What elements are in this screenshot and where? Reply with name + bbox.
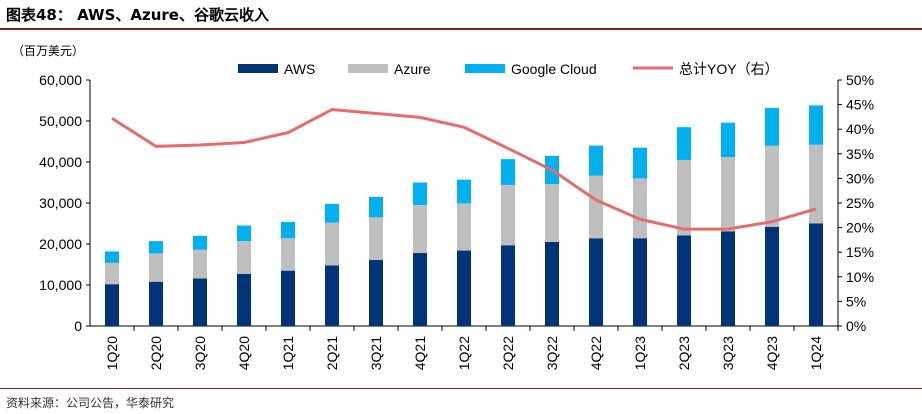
legend-swatch xyxy=(465,64,505,73)
left-tick-label: 40,000 xyxy=(39,154,82,170)
bar-google-cloud xyxy=(413,182,427,206)
x-tick-label: 2Q23 xyxy=(676,336,692,370)
right-tick-label: 10% xyxy=(846,269,874,285)
bar-aws xyxy=(105,284,119,326)
bar-google-cloud xyxy=(325,203,339,223)
bar-google-cloud xyxy=(633,147,647,179)
bar-azure xyxy=(413,205,427,254)
bar-google-cloud xyxy=(369,196,383,218)
bar-aws xyxy=(501,245,515,326)
legend-swatch xyxy=(348,64,388,73)
left-tick-label: 0 xyxy=(74,318,82,334)
bar-google-cloud xyxy=(237,225,251,242)
figure-title: 图表48： AWS、Azure、谷歌云收入 xyxy=(6,6,269,24)
bar-azure xyxy=(721,157,735,232)
x-tick-label: 4Q21 xyxy=(412,336,428,370)
bar-azure xyxy=(765,145,779,227)
bar-aws xyxy=(237,273,251,326)
right-tick-label: 25% xyxy=(846,195,874,211)
bar-aws xyxy=(677,235,691,326)
bar-google-cloud xyxy=(765,107,779,146)
bar-azure xyxy=(193,249,207,279)
bar-azure xyxy=(105,262,119,285)
x-tick-label: 3Q23 xyxy=(720,336,736,370)
bar-azure xyxy=(809,144,823,224)
bar-google-cloud xyxy=(281,221,295,239)
bar-google-cloud xyxy=(501,159,515,185)
bar-aws xyxy=(721,231,735,326)
right-tick-label: 45% xyxy=(846,97,874,113)
x-tick-label: 1Q23 xyxy=(632,336,648,370)
bar-google-cloud xyxy=(589,145,603,176)
bar-aws xyxy=(193,278,207,326)
x-tick-label: 3Q22 xyxy=(544,336,560,370)
source-note: 资料来源：公司公告，华泰研究 xyxy=(6,396,175,410)
left-tick-label: 60,000 xyxy=(39,72,82,88)
left-tick-label: 30,000 xyxy=(39,195,82,211)
right-tick-label: 35% xyxy=(846,146,874,162)
bar-azure xyxy=(369,217,383,260)
right-tick-label: 0% xyxy=(846,318,866,334)
bar-aws xyxy=(545,241,559,326)
bar-google-cloud xyxy=(105,251,119,263)
bar-aws xyxy=(809,223,823,326)
bar-google-cloud xyxy=(721,122,735,158)
bar-aws xyxy=(765,226,779,326)
legend-label: Azure xyxy=(394,61,431,77)
x-tick-label: 3Q21 xyxy=(368,336,384,370)
x-tick-label: 1Q21 xyxy=(280,336,296,370)
bar-google-cloud xyxy=(809,105,823,145)
bar-azure xyxy=(589,175,603,239)
right-tick-label: 15% xyxy=(846,244,874,260)
bar-aws xyxy=(413,253,427,326)
bar-aws xyxy=(633,238,647,326)
title-divider xyxy=(0,28,922,30)
right-tick-label: 5% xyxy=(846,293,866,309)
bar-google-cloud xyxy=(677,127,691,160)
bar-azure xyxy=(149,253,163,282)
right-tick-label: 20% xyxy=(846,220,874,236)
x-tick-label: 2Q22 xyxy=(500,336,516,370)
bar-azure xyxy=(677,159,691,236)
legend-label: 总计YOY（右） xyxy=(679,61,779,77)
x-tick-label: 2Q21 xyxy=(324,336,340,370)
bar-aws xyxy=(369,259,383,326)
x-tick-label: 4Q23 xyxy=(764,336,780,370)
bar-azure xyxy=(281,238,295,271)
unit-label: （百万美元） xyxy=(12,44,85,58)
bar-azure xyxy=(545,184,559,242)
bar-aws xyxy=(281,270,295,326)
x-tick-label: 3Q20 xyxy=(192,336,208,370)
bar-google-cloud xyxy=(457,179,471,204)
bar-aws xyxy=(457,250,471,326)
x-tick-label: 1Q20 xyxy=(104,336,120,370)
legend-label: Google Cloud xyxy=(511,61,597,77)
x-tick-label: 4Q20 xyxy=(236,336,252,370)
right-tick-label: 50% xyxy=(846,72,874,88)
bar-aws xyxy=(325,265,339,326)
x-tick-label: 1Q22 xyxy=(456,336,472,370)
bar-google-cloud xyxy=(149,241,163,254)
bar-aws xyxy=(589,238,603,326)
legend-swatch xyxy=(238,64,278,73)
bar-google-cloud xyxy=(193,235,207,250)
left-tick-label: 20,000 xyxy=(39,236,82,252)
bar-azure xyxy=(457,203,471,251)
bar-azure xyxy=(501,184,515,246)
right-tick-label: 40% xyxy=(846,121,874,137)
x-tick-label: 2Q20 xyxy=(148,336,164,370)
bar-azure xyxy=(325,222,339,266)
bar-aws xyxy=(149,281,163,326)
x-tick-label: 4Q22 xyxy=(588,336,604,370)
left-tick-label: 50,000 xyxy=(39,113,82,129)
bar-azure xyxy=(633,178,647,239)
legend-label: AWS xyxy=(284,61,315,77)
bar-azure xyxy=(237,241,251,274)
x-tick-label: 1Q24 xyxy=(808,336,824,370)
right-tick-label: 30% xyxy=(846,170,874,186)
left-tick-label: 10,000 xyxy=(39,277,82,293)
source-divider xyxy=(0,388,922,389)
